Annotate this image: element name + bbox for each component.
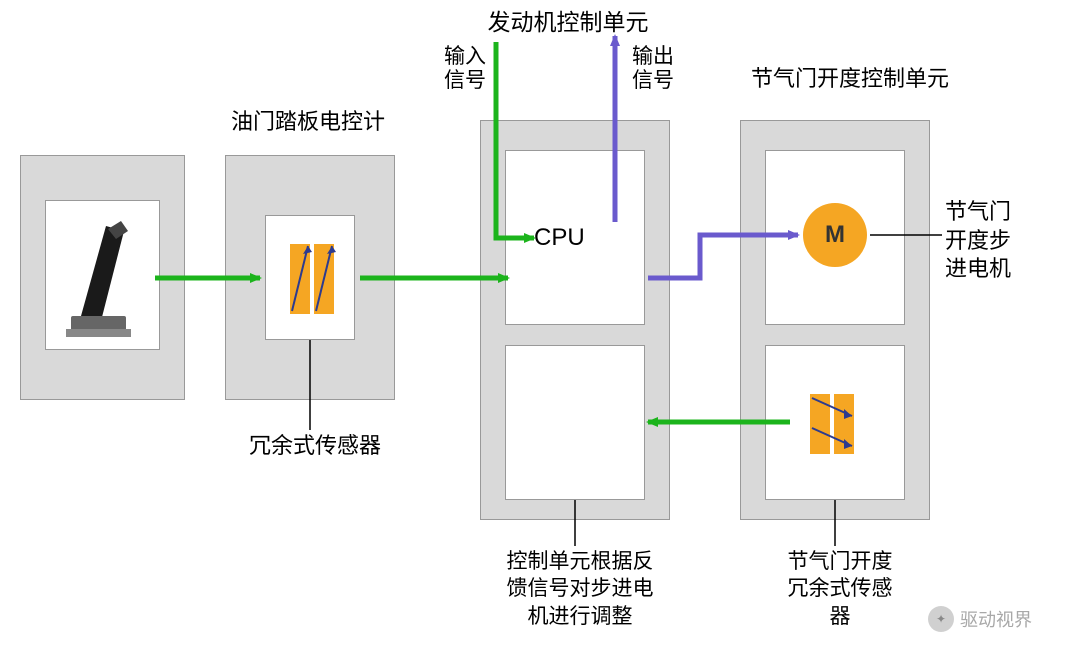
- motor-icon: M: [803, 203, 867, 267]
- output-signal-l1: 输出: [632, 45, 674, 68]
- sensor1-inner: [265, 215, 355, 340]
- motor-label: M: [825, 221, 845, 249]
- watermark-text: 驱动视界: [960, 606, 1032, 632]
- ecu-title: 发动机控制单元: [458, 8, 678, 38]
- ecu-lower-panel: [505, 345, 645, 500]
- input-signal-label: 输入 信号: [440, 45, 490, 93]
- cpu-label: CPU: [534, 222, 585, 253]
- throttle-sensor-panel: [765, 345, 905, 500]
- pedal-icon: [46, 201, 161, 351]
- output-signal-l2: 信号: [632, 69, 674, 92]
- throttle-title: 节气门开度控制单元: [720, 65, 980, 94]
- output-signal-label: 输出 信号: [628, 45, 678, 93]
- ecu-lower-caption: 控制单元根据反 馈信号对步进电 机进行调整: [470, 548, 690, 630]
- pedal-title: 油门踏板电控计: [208, 108, 408, 137]
- throttle-sensor-icon: [766, 346, 906, 501]
- input-signal-l2: 信号: [444, 69, 486, 92]
- sensor2-caption: 节气门开度 冗余式传感 器: [740, 548, 940, 630]
- pedal-image-panel: [45, 200, 160, 350]
- input-signal-l1: 输入: [444, 45, 486, 68]
- watermark: ✦ 驱动视界: [928, 606, 1032, 632]
- wechat-icon: ✦: [928, 606, 954, 632]
- motor-caption: 节气门 开度步 进电机: [945, 198, 1065, 284]
- redundant-sensor-icon: [266, 216, 356, 341]
- sensor1-caption: 冗余式传感器: [225, 432, 405, 461]
